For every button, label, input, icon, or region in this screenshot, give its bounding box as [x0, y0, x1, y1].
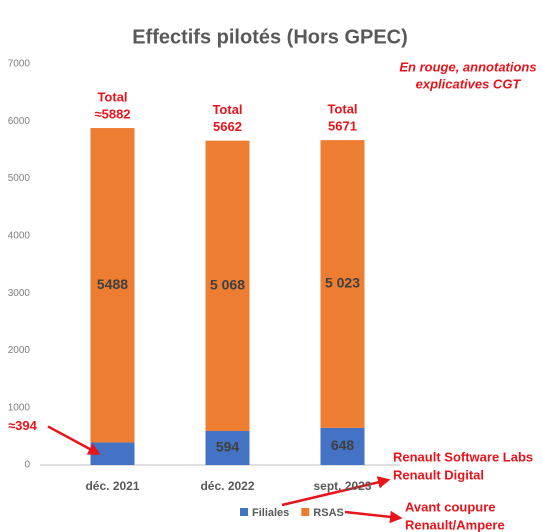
arrow [47, 425, 101, 455]
annotation: Renault Digital [393, 467, 484, 482]
y-tick-label: 3000 [8, 288, 31, 299]
arrow [344, 510, 403, 524]
note: En rouge, annotations [399, 59, 536, 74]
note: explicatives CGT [416, 76, 522, 91]
annotation: Renault Software Labs [393, 449, 533, 464]
total-label: Total [97, 89, 127, 104]
bar-segment [205, 430, 250, 465]
value-label: 5 023 [325, 275, 360, 291]
annotation: Avant coupure [405, 499, 496, 514]
total-label: Total [327, 102, 357, 117]
bar-segment [205, 140, 250, 431]
y-tick-label: 4000 [8, 230, 31, 241]
y-tick-label: 5000 [8, 173, 31, 184]
y-tick-label: 1000 [8, 402, 31, 413]
legend-swatch [240, 508, 248, 516]
annotation: Renault/Ampere [405, 517, 505, 532]
x-tick-label: déc. 2021 [85, 479, 139, 493]
x-tick-label: sept. 2023 [313, 479, 371, 493]
x-tick-label: déc. 2022 [200, 479, 254, 493]
y-tick-label: 7000 [8, 59, 31, 70]
y-tick-label: 2000 [8, 345, 31, 356]
y-tick-label: 6000 [8, 116, 31, 127]
value-label: 648 [331, 437, 355, 453]
arrow [281, 476, 391, 507]
total-label: ≈5882 [94, 106, 130, 121]
total-label: 5671 [328, 119, 357, 134]
total-label: Total [212, 102, 242, 117]
bar-segment [320, 427, 365, 465]
value-label: 5488 [97, 276, 128, 292]
value-label: 5 068 [210, 277, 245, 293]
bar-segment [320, 140, 365, 428]
value-label: 594 [216, 439, 240, 455]
legend-label: RSAS [313, 507, 344, 519]
total-label: 5662 [213, 119, 242, 134]
y-tick-label: 0 [24, 460, 30, 471]
legend-label: Filiales [252, 507, 289, 519]
bar-segment [90, 128, 135, 443]
bar-segment [90, 442, 135, 465]
chart-title: Effectifs pilotés (Hors GPEC) [132, 26, 408, 48]
value-label: ≈394 [8, 418, 38, 433]
legend-swatch [301, 508, 310, 516]
